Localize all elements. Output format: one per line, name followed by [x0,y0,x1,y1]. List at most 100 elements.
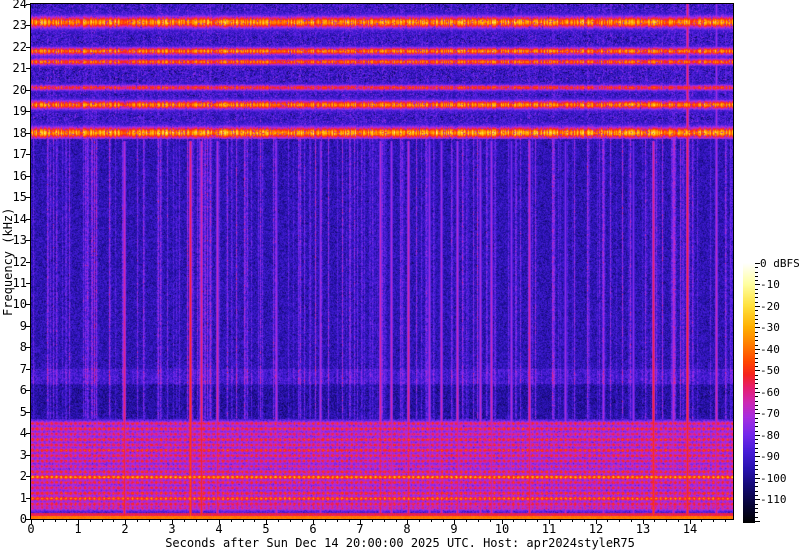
x-minor-tick-mark [525,520,526,522]
x-tick-mark [454,520,455,524]
x-minor-tick-mark [278,520,279,522]
x-minor-tick-mark [560,520,561,522]
colorbar-minor-tick [755,469,758,470]
x-tick-label: 11 [541,522,557,536]
colorbar-minor-tick [755,422,758,423]
y-tick-mark [26,304,30,305]
x-tick-mark [125,520,126,524]
colorbar-major-tick [755,413,760,414]
x-tick-label: 0 [27,522,35,536]
y-tick-label: 6 [19,383,27,397]
x-tick-label: 2 [121,522,129,536]
colorbar-minor-tick [755,443,758,444]
colorbar-minor-tick [755,474,758,475]
x-minor-tick-mark [196,520,197,522]
x-minor-tick-mark [725,520,726,522]
x-minor-tick-mark [607,520,608,522]
x-tick-mark [407,520,408,524]
y-tick-mark [26,219,30,220]
x-tick-label: 3 [168,522,176,536]
colorbar-minor-tick [755,508,758,509]
colorbar-minor-tick [755,405,758,406]
colorbar-minor-tick [755,409,758,410]
y-tick-label: 21 [12,61,27,75]
colorbar-minor-tick [755,340,758,341]
colorbar-minor-tick [755,345,758,346]
colorbar-tick-label: -70 [760,407,780,420]
colorbar-major-tick [755,284,760,285]
x-tick-mark [219,520,220,524]
colorbar-tick-label: -40 [760,343,780,356]
x-minor-tick-mark [254,520,255,522]
y-tick-label: 22 [12,40,27,54]
x-tick-mark [31,520,32,524]
colorbar-major-tick [755,263,760,264]
colorbar-major-tick [755,456,760,457]
x-minor-tick-mark [478,520,479,522]
x-minor-tick-mark [419,520,420,522]
y-tick-label: 15 [12,190,27,204]
colorbar-minor-tick [755,319,758,320]
x-minor-tick-mark [243,520,244,522]
colorbar-tick-label: 0 dBFS [760,257,800,270]
y-tick-mark [26,111,30,112]
colorbar-major-tick [755,349,760,350]
y-tick-mark [26,283,30,284]
colorbar-major-tick [755,370,760,371]
colorbar-tick-label: -30 [760,321,780,334]
x-minor-tick-mark [701,520,702,522]
y-tick-label: 20 [12,83,27,97]
x-tick-mark [172,520,173,524]
x-tick-label: 10 [494,522,510,536]
colorbar-minor-tick [755,323,758,324]
y-tick-label: 8 [19,340,27,354]
colorbar-minor-tick [755,297,758,298]
colorbar-minor-tick [755,504,758,505]
x-tick-label: 4 [215,522,223,536]
colorbar-minor-tick [755,401,758,402]
colorbar-minor-tick [755,280,758,281]
colorbar-minor-tick [755,426,758,427]
y-tick-label: 5 [19,405,27,419]
x-minor-tick-mark [55,520,56,522]
x-axis-title: Seconds after Sun Dec 14 20:00:00 2025 U… [165,536,635,550]
x-minor-tick-mark [396,520,397,522]
colorbar-minor-tick [755,418,758,419]
y-tick-label: 12 [12,255,27,269]
y-tick-label: 11 [12,276,27,290]
y-tick-label: 2 [19,469,27,483]
colorbar-minor-tick [755,315,758,316]
y-tick-label: 10 [12,297,27,311]
colorbar-minor-tick [755,482,758,483]
x-minor-tick-mark [302,520,303,522]
spectrogram-canvas [31,4,733,519]
x-tick-mark [502,520,503,524]
colorbar-tick-label: -50 [760,364,780,377]
colorbar-minor-tick [755,353,758,354]
y-tick-mark [26,369,30,370]
y-tick-label: 3 [19,448,27,462]
colorbar-tick-label: -10 [760,278,780,291]
x-minor-tick-mark [43,520,44,522]
colorbar-gradient [743,263,755,523]
x-tick-label: 12 [588,522,604,536]
colorbar-minor-tick [755,491,758,492]
x-minor-tick-mark [384,520,385,522]
x-minor-tick-mark [584,520,585,522]
colorbar-major-tick [755,499,760,500]
y-tick-mark [26,176,30,177]
x-tick-mark [78,520,79,524]
x-minor-tick-mark [66,520,67,522]
colorbar-minor-tick [755,267,758,268]
y-tick-mark [26,133,30,134]
x-minor-tick-mark [349,520,350,522]
y-tick-label: 14 [12,212,27,226]
y-tick-label: 18 [12,126,27,140]
x-minor-tick-mark [113,520,114,522]
x-minor-tick-mark [325,520,326,522]
x-minor-tick-mark [290,520,291,522]
colorbar-minor-tick [755,465,758,466]
x-minor-tick-mark [207,520,208,522]
x-minor-tick-mark [619,520,620,522]
y-tick-label: 19 [12,104,27,118]
